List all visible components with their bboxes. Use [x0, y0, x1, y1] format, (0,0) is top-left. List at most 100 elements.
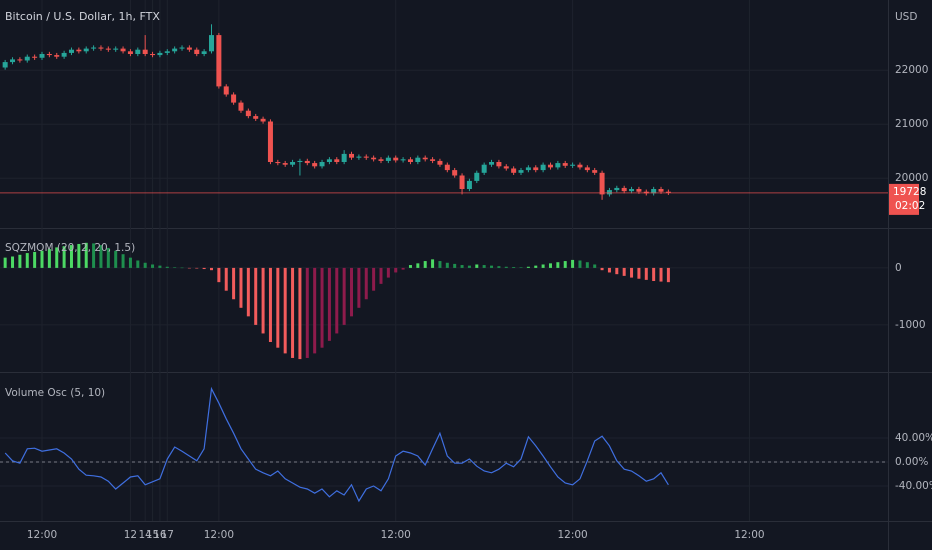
- histogram-bar: [305, 267, 309, 358]
- x-tick-label: 12:00: [734, 529, 764, 541]
- histogram-bar: [224, 267, 228, 291]
- candle-body: [385, 157, 391, 161]
- candle-body: [113, 48, 119, 50]
- histogram-bar: [394, 267, 398, 273]
- candle-body: [371, 157, 377, 160]
- histogram-bar: [630, 267, 634, 278]
- histogram-bar: [615, 267, 619, 275]
- candle-body: [614, 187, 620, 191]
- candle-body: [54, 55, 60, 57]
- histogram-bar: [637, 267, 641, 279]
- y-tick-label: 0.00%: [895, 456, 928, 468]
- histogram-bar: [600, 267, 604, 271]
- candle-body: [400, 159, 406, 161]
- histogram-bar: [460, 265, 464, 268]
- candle-body: [83, 48, 89, 52]
- candle-body: [430, 159, 436, 161]
- histogram-bar: [652, 267, 656, 282]
- labels: Bitcoin / U.S. Dollar, 1h, FTX USD SQZMO…: [5, 10, 932, 541]
- histogram-bar: [408, 265, 412, 268]
- candle-body: [555, 163, 561, 168]
- candle-body: [208, 35, 214, 52]
- candle-body: [194, 49, 200, 54]
- histogram-bar: [195, 267, 199, 269]
- histogram-bar: [519, 267, 523, 268]
- candle-body: [481, 164, 487, 173]
- candle-body: [91, 47, 97, 49]
- candle-body: [10, 59, 16, 63]
- candle-body: [127, 51, 133, 54]
- candle-body: [260, 118, 266, 122]
- histogram-bar: [342, 267, 346, 325]
- histogram-bar: [504, 266, 508, 268]
- y-tick-label: -1000: [895, 319, 926, 331]
- histogram-bar: [11, 256, 15, 268]
- histogram-bar: [593, 264, 597, 268]
- candle-body: [518, 170, 524, 173]
- candle-body: [157, 52, 163, 56]
- histogram-bar: [475, 264, 479, 268]
- indicator-title: Volume Osc (5, 10): [5, 387, 105, 399]
- histogram-bar: [33, 251, 37, 268]
- histogram-bar: [173, 267, 177, 268]
- histogram-bar: [232, 267, 236, 300]
- candle-body: [2, 62, 8, 68]
- candle-body: [297, 160, 303, 162]
- histogram-bar: [128, 257, 132, 268]
- x-tick-label: 12: [124, 529, 137, 541]
- histogram-bar: [585, 262, 589, 268]
- histogram-bar: [438, 261, 442, 268]
- candle-body: [651, 189, 657, 194]
- histogram-bar: [556, 262, 560, 268]
- candle-body: [76, 49, 82, 52]
- histogram-bar: [40, 250, 44, 268]
- x-tick-label: 15: [146, 529, 159, 541]
- candle-body: [253, 116, 259, 119]
- candle-body: [378, 159, 384, 161]
- histogram-bar: [372, 267, 376, 291]
- histogram-bar: [313, 267, 317, 354]
- histogram-bar: [445, 262, 449, 268]
- histogram-bar: [121, 254, 125, 268]
- histogram-bar: [416, 263, 420, 268]
- candle-body: [363, 156, 369, 158]
- y-tick-label: 21000: [895, 118, 928, 130]
- histogram-bar: [644, 267, 648, 280]
- histogram-bar: [607, 267, 611, 273]
- candle-body: [68, 49, 74, 53]
- histogram-bar: [548, 263, 552, 268]
- x-tick-label: 12:00: [27, 529, 57, 541]
- histogram-bar: [666, 267, 670, 283]
- candle-body: [120, 48, 126, 52]
- candle-body: [186, 47, 192, 50]
- histogram-bar: [423, 261, 427, 268]
- candle-body: [584, 167, 590, 171]
- histogram-bar: [276, 267, 280, 348]
- candle-body: [238, 102, 244, 111]
- candle-body: [629, 189, 635, 192]
- histogram-bar: [386, 267, 390, 278]
- candle-body: [393, 157, 399, 161]
- marks: [0, 24, 888, 503]
- candle-body: [570, 164, 576, 166]
- candle-body: [135, 49, 141, 54]
- candle-body: [474, 172, 480, 181]
- countdown-label: 02:02: [895, 200, 925, 212]
- candle-body: [407, 159, 413, 162]
- candle-body: [452, 170, 458, 176]
- histogram-bar: [497, 266, 501, 268]
- candle-body: [459, 175, 465, 189]
- candle-body: [164, 51, 170, 53]
- candle-body: [312, 163, 318, 167]
- candle-body: [319, 162, 325, 167]
- candle-body: [489, 162, 495, 165]
- indicator-title: SQZMOM (20, 2, 20, 1.5): [5, 242, 135, 254]
- histogram-bar: [187, 267, 191, 269]
- histogram-bar: [283, 267, 287, 354]
- candle-body: [46, 54, 52, 56]
- candle-body: [172, 48, 178, 52]
- candle-body: [415, 157, 421, 162]
- histogram-bar: [92, 243, 96, 268]
- histogram-bar: [84, 242, 88, 268]
